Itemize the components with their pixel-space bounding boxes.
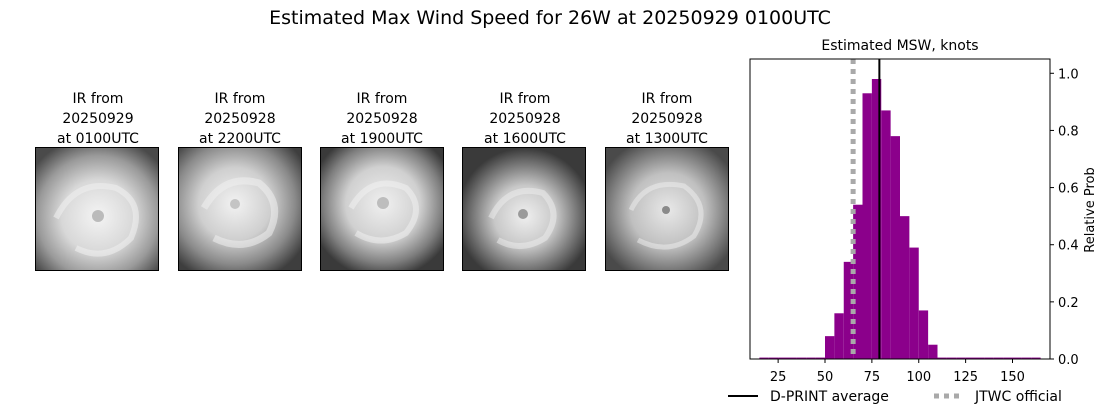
histogram-bar-12 — [871, 79, 882, 359]
histogram-bar-27 — [1012, 357, 1022, 359]
histogram-bar-10 — [853, 204, 863, 359]
ir-satellite-image-3 — [320, 147, 444, 271]
y-tick-label: 0.4 — [1058, 239, 1079, 254]
ir-panel-label-3: IR from 20250928 at 1900UTC — [341, 91, 423, 147]
histogram-bar-3 — [787, 357, 797, 359]
histogram-bar-25 — [993, 357, 1004, 359]
ir-satellite-image-4 — [462, 147, 586, 271]
ir-panel-label-2: IR from 20250928 at 2200UTC — [199, 91, 281, 147]
x-tick-label: 75 — [864, 370, 881, 385]
histogram-bar-20 — [946, 357, 957, 359]
legend: D-PRINT average JTWC official — [728, 389, 1062, 405]
histogram-bar-1 — [768, 357, 779, 359]
histogram-bar-15 — [900, 216, 910, 359]
y-tick-label: 0.6 — [1058, 182, 1079, 197]
histogram-bar-18 — [928, 344, 938, 359]
histogram-bar-9 — [843, 261, 854, 359]
histogram-bar-16 — [909, 247, 919, 359]
ir-panel-label-5: IR from 20250928 at 1300UTC — [626, 91, 708, 147]
histogram-bar-17 — [918, 310, 929, 359]
histogram-bar-11 — [862, 93, 872, 360]
histogram-bar-4 — [796, 357, 807, 359]
x-tick-label: 125 — [953, 370, 978, 385]
ir-satellite-image-5 — [605, 147, 729, 271]
legend-jtwc-label: JTWC official — [974, 389, 1062, 405]
y-tick-label: 0.8 — [1058, 124, 1079, 139]
y-tick-label: 1.0 — [1058, 67, 1079, 82]
x-tick-label: 25 — [770, 370, 787, 385]
ir-satellite-image-2 — [178, 147, 302, 271]
y-tick-label: 0.0 — [1058, 353, 1079, 368]
figure-title: Estimated Max Wind Speed for 26W at 2025… — [269, 7, 831, 29]
ir-panel-label-4: IR from 20250928 at 1600UTC — [484, 91, 566, 147]
plot-frame — [749, 58, 1051, 360]
histogram-bar-28 — [1021, 357, 1032, 359]
histogram-bar-22 — [965, 357, 975, 359]
ir-panel-label-1: IR from 20250929 at 0100UTC — [57, 91, 139, 147]
ir-satellite-image-1 — [35, 147, 159, 271]
histogram-bar-7 — [825, 336, 835, 359]
histogram-bar-14 — [890, 136, 900, 359]
histogram-bar-13 — [881, 110, 891, 359]
histogram-bar-29 — [1031, 357, 1041, 359]
chart-title: Estimated MSW, knots — [821, 38, 978, 54]
histogram-bar-26 — [1003, 357, 1013, 359]
histogram-bar-24 — [984, 357, 994, 359]
histogram-bar-0 — [759, 357, 769, 359]
histogram-bar-2 — [778, 357, 788, 359]
legend-dprint-label: D-PRINT average — [770, 389, 889, 405]
histogram-bar-8 — [834, 313, 844, 359]
x-tick-label: 100 — [906, 370, 931, 385]
histogram-bar-5 — [806, 357, 816, 359]
histogram-bar-21 — [956, 357, 966, 359]
histogram-bar-23 — [975, 357, 985, 359]
histogram-bar-19 — [937, 357, 947, 359]
x-tick-label: 50 — [817, 370, 834, 385]
x-tick-label: 150 — [1000, 370, 1025, 385]
y-axis-label: Relative Prob — [1083, 167, 1098, 252]
histogram-bar-6 — [815, 357, 825, 359]
y-tick-label: 0.2 — [1058, 296, 1079, 311]
